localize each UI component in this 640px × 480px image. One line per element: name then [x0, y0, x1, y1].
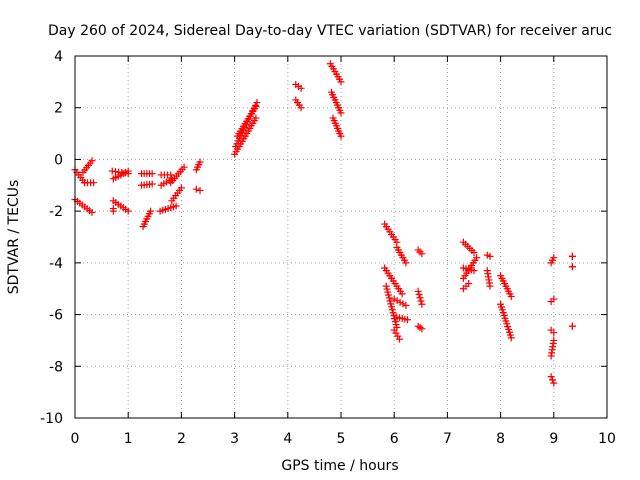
data-point: [297, 84, 305, 92]
data-point: [147, 207, 155, 215]
data-point: [486, 282, 494, 290]
x-tick-label: 6: [390, 431, 399, 447]
data-point: [172, 202, 180, 210]
data-point: [196, 158, 204, 166]
data-point: [404, 316, 411, 324]
y-tick-label: -4: [49, 256, 63, 272]
data-point: [417, 297, 425, 305]
x-tick-label: 8: [496, 431, 505, 447]
y-tick-labels: 4 2 0 -2 -4 -6 -8 -10: [40, 49, 63, 427]
data-point: [337, 132, 345, 140]
data-point: [385, 291, 392, 299]
x-tick-label: 4: [283, 431, 292, 447]
y-tick-label: -6: [49, 308, 63, 324]
data-point: [90, 179, 98, 187]
data-point: [550, 329, 558, 337]
data-point: [402, 302, 410, 310]
x-tick-label: 10: [598, 431, 616, 447]
data-point: [507, 334, 515, 342]
data-point: [337, 78, 345, 86]
y-tick-label: -2: [49, 204, 63, 220]
data-point: [148, 170, 156, 178]
data-point: [109, 207, 117, 215]
data-point: [402, 259, 410, 267]
data-point: [550, 254, 558, 262]
data-point: [568, 252, 576, 260]
y-tick-label: -8: [49, 359, 63, 375]
data-point: [418, 325, 426, 333]
data-point: [547, 373, 555, 381]
data-point: [465, 280, 473, 288]
data-point: [124, 207, 132, 215]
data-point: [177, 184, 185, 192]
data-point: [387, 300, 395, 308]
data-points: [71, 60, 576, 387]
y-tick-label: 4: [54, 49, 63, 65]
y-tick-label: 0: [54, 152, 63, 168]
data-point: [386, 297, 394, 305]
x-tick-label: 5: [337, 431, 346, 447]
data-point: [388, 303, 396, 311]
data-point: [548, 376, 556, 384]
data-point: [396, 335, 404, 343]
x-tick-label: 3: [230, 431, 239, 447]
data-point: [124, 167, 132, 175]
data-point: [337, 109, 345, 117]
data-point: [550, 295, 558, 303]
data-point: [486, 252, 494, 260]
data-point: [383, 285, 391, 293]
data-point: [389, 309, 397, 317]
data-point: [398, 290, 406, 298]
x-tick-label: 0: [71, 431, 80, 447]
data-point: [568, 263, 576, 271]
data-point: [418, 250, 426, 258]
data-point: [568, 322, 576, 330]
data-point: [390, 312, 398, 320]
data-point: [391, 318, 399, 326]
data-point: [252, 114, 260, 122]
data-point: [167, 171, 175, 179]
data-point: [415, 291, 423, 299]
chart-title: Day 260 of 2024, Sidereal Day-to-day VTE…: [48, 23, 612, 39]
data-point: [385, 294, 393, 302]
data-point: [148, 180, 156, 188]
data-point: [550, 379, 558, 387]
data-point: [196, 186, 204, 194]
x-tick-label: 7: [443, 431, 452, 447]
y-tick-label: 2: [54, 101, 63, 117]
x-tick-label: 1: [124, 431, 133, 447]
data-point: [88, 157, 96, 165]
y-tick-label: -10: [40, 411, 63, 427]
data-point: [384, 288, 392, 296]
data-point: [88, 208, 96, 216]
data-point: [253, 99, 261, 107]
data-point: [192, 185, 200, 193]
x-tick-labels: 0 1 2 3 4 5 6 7 8 9 10: [71, 431, 616, 447]
data-point: [252, 102, 260, 110]
data-point: [470, 249, 478, 257]
x-axis-label: GPS time / hours: [281, 458, 398, 474]
data-point: [180, 163, 188, 171]
data-point: [388, 306, 396, 314]
data-point: [392, 321, 400, 329]
data-point: [550, 336, 558, 344]
data-point: [507, 292, 515, 300]
x-tick-label: 2: [177, 431, 186, 447]
data-point: [297, 104, 305, 112]
axis-ticks: [74, 55, 608, 419]
data-point: [473, 254, 481, 262]
data-point: [416, 294, 424, 302]
y-axis-label: SDTVAR / TECUs: [6, 180, 22, 295]
data-point: [382, 282, 390, 290]
data-point: [414, 287, 422, 295]
x-tick-label: 9: [549, 431, 558, 447]
data-point: [418, 300, 426, 308]
